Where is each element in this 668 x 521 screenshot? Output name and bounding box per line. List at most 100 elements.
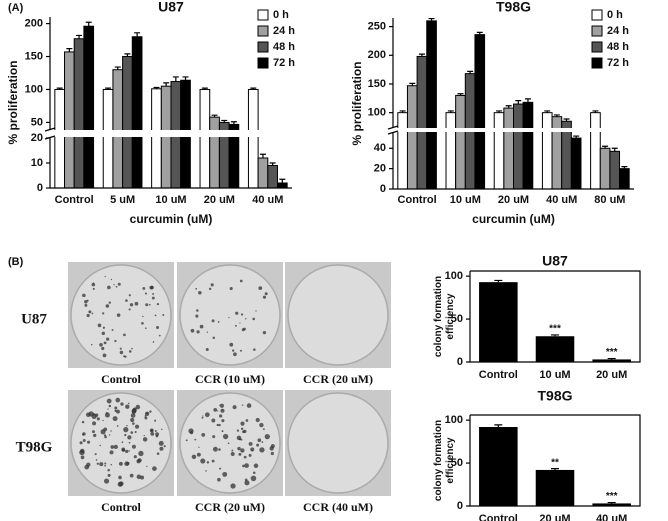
colony	[130, 417, 135, 423]
y-axis-label: colony formationefficiency	[433, 276, 456, 357]
plate	[287, 264, 389, 366]
error-bar	[573, 135, 580, 139]
colony	[230, 483, 236, 489]
x-tick-label: 20 uM	[596, 369, 627, 381]
error-bar	[172, 76, 179, 82]
colony	[118, 475, 122, 480]
error-bar	[592, 110, 599, 113]
y-axis-label: % proliferation	[350, 61, 364, 145]
colony	[128, 308, 131, 311]
error-bar	[447, 110, 454, 113]
bar	[199, 88, 211, 189]
colony	[132, 422, 135, 425]
colony	[142, 315, 144, 318]
colony	[206, 461, 210, 464]
colony	[185, 439, 188, 442]
colony	[86, 313, 90, 318]
y-tick-label: 20	[31, 132, 43, 144]
bar	[522, 101, 534, 190]
error-bar	[524, 98, 531, 103]
row-label: T98G	[16, 439, 53, 455]
error-bar	[105, 87, 112, 90]
bar	[599, 147, 611, 190]
colony	[102, 353, 107, 358]
colony	[232, 349, 235, 352]
colony	[228, 317, 230, 319]
bar	[54, 88, 66, 189]
y-axis-label: colony formationefficiency	[433, 420, 456, 501]
colony	[92, 421, 97, 426]
bar	[64, 51, 75, 189]
colony	[96, 462, 99, 465]
colony	[125, 299, 128, 302]
error-bar	[602, 145, 609, 149]
colony	[255, 310, 257, 312]
colony	[110, 278, 113, 281]
y-tick-label: 100	[445, 414, 463, 426]
error-bar	[153, 86, 160, 89]
colony	[101, 346, 105, 351]
colony	[270, 443, 275, 449]
colony	[99, 444, 101, 447]
colony	[255, 417, 260, 423]
bar	[592, 503, 631, 506]
error-bar	[515, 100, 522, 105]
colony	[262, 428, 265, 431]
colony	[218, 423, 221, 427]
colony	[117, 282, 121, 286]
bar	[209, 116, 220, 189]
y-tick-label: 200	[25, 17, 43, 29]
axes	[469, 270, 641, 363]
photo-label: Control	[101, 500, 141, 514]
colony	[88, 411, 94, 417]
colony	[208, 287, 212, 291]
y-tick-label: 0	[37, 182, 43, 194]
colony	[80, 455, 85, 460]
y-axis-label-line: colony formation	[433, 420, 444, 501]
colony	[150, 432, 155, 436]
colony	[128, 294, 131, 297]
colony	[232, 405, 237, 410]
colony	[149, 410, 152, 413]
colony	[219, 467, 222, 470]
error-bar	[611, 147, 618, 152]
bar	[493, 112, 505, 190]
bar	[474, 34, 486, 190]
colony	[239, 279, 243, 283]
colony	[229, 342, 234, 347]
bar	[479, 282, 518, 362]
colony	[103, 341, 107, 345]
colony	[79, 449, 85, 456]
error-bar	[269, 162, 276, 166]
colony	[199, 324, 204, 329]
colony	[156, 452, 160, 455]
y-tick-label: 150	[25, 50, 43, 62]
chart-title: U87	[542, 253, 568, 269]
x-tick-label: 40 uM	[252, 194, 283, 206]
colony	[217, 320, 220, 323]
y-tick-label: 100	[445, 270, 463, 282]
colony	[82, 433, 85, 436]
colony	[139, 475, 145, 480]
colony	[245, 318, 247, 320]
colony	[252, 317, 256, 321]
error-bar	[476, 31, 483, 35]
colony	[250, 475, 257, 482]
legend-swatch	[591, 9, 603, 21]
error-bar	[134, 32, 141, 37]
bar	[73, 38, 85, 189]
colony	[79, 441, 83, 445]
bar	[479, 427, 518, 506]
colony	[244, 480, 250, 486]
bar	[426, 20, 437, 190]
colony	[154, 419, 157, 422]
axis-break	[44, 130, 294, 137]
error-bar	[544, 110, 551, 113]
colony	[161, 428, 163, 431]
colony	[152, 293, 155, 295]
bar	[619, 168, 630, 190]
error-bar	[163, 82, 170, 87]
error-bar	[551, 468, 559, 470]
x-tick-label: Control	[55, 194, 94, 206]
legend-swatch	[591, 57, 603, 69]
